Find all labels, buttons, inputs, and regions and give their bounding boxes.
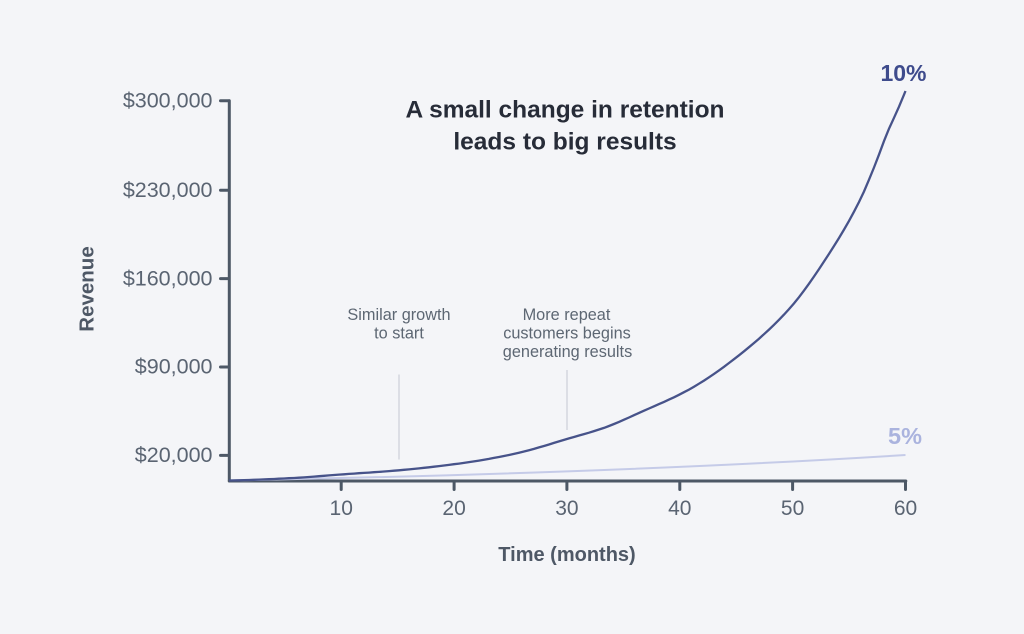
svg-text:$90,000: $90,000 bbox=[135, 355, 213, 379]
svg-text:$230,000: $230,000 bbox=[123, 178, 213, 202]
svg-text:$160,000: $160,000 bbox=[123, 266, 213, 290]
svg-text:generating results: generating results bbox=[503, 343, 632, 361]
svg-text:60: 60 bbox=[894, 497, 917, 520]
svg-text:Revenue: Revenue bbox=[76, 246, 99, 331]
svg-text:5%: 5% bbox=[888, 423, 922, 449]
svg-text:10%: 10% bbox=[880, 60, 926, 86]
svg-text:More repeat: More repeat bbox=[523, 306, 611, 324]
svg-text:30: 30 bbox=[555, 497, 578, 520]
svg-text:40: 40 bbox=[668, 497, 691, 520]
svg-text:10: 10 bbox=[330, 497, 353, 520]
svg-text:leads to big results: leads to big results bbox=[453, 129, 676, 156]
svg-text:$300,000: $300,000 bbox=[123, 89, 213, 113]
svg-text:Time (months): Time (months) bbox=[498, 544, 635, 566]
svg-text:50: 50 bbox=[781, 497, 804, 520]
svg-text:$20,000: $20,000 bbox=[135, 443, 213, 467]
svg-text:Similar growth: Similar growth bbox=[347, 306, 450, 324]
svg-text:A small change in retention: A small change in retention bbox=[405, 97, 724, 124]
svg-text:to start: to start bbox=[374, 325, 424, 343]
svg-text:customers begins: customers begins bbox=[503, 325, 631, 343]
svg-text:20: 20 bbox=[442, 497, 465, 520]
